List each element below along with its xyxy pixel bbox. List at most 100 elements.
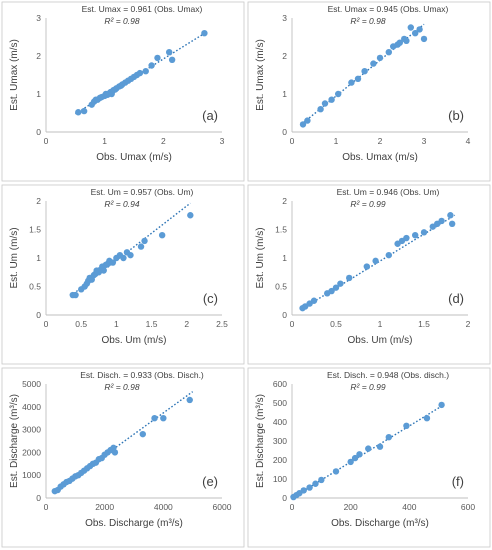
data-point (376, 54, 384, 62)
panel-label: (c) (203, 291, 218, 306)
y-tick-label: 0 (36, 493, 41, 503)
data-point (321, 100, 329, 107)
data-point (403, 37, 410, 44)
data-point (312, 480, 319, 487)
y-tick-label: 1000 (22, 470, 41, 480)
data-point (111, 449, 119, 456)
data-point (136, 69, 144, 77)
data-point (72, 291, 79, 299)
y-tick-label: 1.5 (29, 225, 41, 235)
y-axis-label: Est. Discharge (m³/s) (255, 394, 266, 488)
y-tick-label: 2000 (22, 447, 41, 457)
x-tick-label: 600 (461, 502, 475, 512)
y-tick-label: 3 (282, 13, 287, 23)
x-tick-label: 0.5 (330, 319, 342, 329)
data-point (412, 232, 419, 239)
y-tick-label: 1 (282, 253, 287, 263)
data-point (75, 109, 82, 116)
y-tick-label: 0.5 (29, 282, 41, 292)
data-point (318, 476, 325, 484)
data-point (142, 68, 149, 75)
x-tick-label: 3 (422, 136, 427, 146)
data-point (356, 451, 363, 458)
data-point (139, 430, 146, 438)
data-point (109, 259, 117, 266)
x-tick-label: 0 (290, 319, 295, 329)
y-tick-label: 0 (36, 310, 41, 320)
x-tick-label: 0 (290, 136, 295, 146)
data-point (148, 62, 155, 69)
panel-border (247, 184, 491, 365)
x-tick-label: 2 (184, 319, 189, 329)
panel-border (1, 1, 245, 182)
data-point (438, 401, 445, 409)
data-point (201, 30, 208, 37)
x-axis-label: Obs. Umax (m/s) (342, 152, 418, 163)
x-tick-label: 4 (466, 136, 471, 146)
data-point (376, 443, 384, 450)
chart-panel: 0 1 2 3 0 1 2 3 Obs. Umax (m/s) Est. Umax (m/s) Es… (0, 0, 246, 183)
y-tick-label: 1 (36, 253, 41, 263)
data-point (166, 49, 173, 56)
y-tick-label: 3000 (22, 425, 41, 435)
x-axis-label: Obs. Um (m/s) (102, 335, 167, 346)
data-point (337, 280, 344, 287)
data-point (304, 117, 311, 124)
data-point (438, 217, 445, 225)
y-tick-label: 3 (36, 13, 41, 23)
chart-svg: 0 0.5 1 1.5 2 0 0.5 1 1.5 2 Obs. Um (m/s) Est. Um (… (247, 184, 491, 365)
data-point (348, 79, 355, 86)
trend-equation: Est. Um = 0.946 (Obs. Um) (337, 187, 440, 197)
data-point (335, 90, 342, 98)
y-axis-label: Est. Umax (m/s) (9, 39, 20, 111)
y-axis-label: Est. Discharge (m³/s) (9, 394, 20, 488)
trend-equation: Est. Um = 0.957 (Obs. Um) (91, 187, 194, 197)
chart-panel: 0 0.5 1 1.5 2 2.5 0 0.5 1 1.5 2 Obs. Um (m/s) Est. U… (0, 183, 246, 366)
y-tick-label: 2 (282, 196, 287, 206)
x-tick-label: 2 (378, 136, 383, 146)
r-squared: R² = 0.99 (350, 199, 385, 209)
data-point (407, 24, 414, 31)
data-point (154, 54, 161, 62)
panel-border (1, 184, 245, 365)
data-point (351, 454, 359, 462)
y-tick-label: 1 (282, 89, 287, 99)
data-point (423, 415, 431, 422)
data-point (403, 234, 410, 242)
panel-label: (e) (202, 474, 218, 489)
x-tick-label: 0 (44, 136, 49, 146)
y-tick-label: 0 (36, 127, 41, 137)
chart-panel: 0 200 400 600 0 100 200 300 400 500 600 Obs. Discha… (246, 366, 492, 549)
data-point (365, 445, 372, 452)
data-point (447, 212, 454, 219)
y-tick-label: 2 (36, 51, 41, 61)
data-point (328, 287, 335, 295)
data-point (332, 468, 340, 475)
data-point (158, 232, 166, 239)
x-tick-label: 4000 (154, 502, 173, 512)
data-point (361, 68, 368, 75)
y-tick-label: 0 (282, 493, 287, 503)
y-tick-label: 600 (273, 379, 287, 389)
y-tick-label: 0 (282, 310, 287, 320)
y-tick-label: 100 (273, 474, 287, 484)
x-tick-label: 2.5 (216, 319, 228, 329)
data-point (347, 458, 354, 466)
chart-panel: 0 1 2 3 4 0 1 2 3 Obs. Umax (m/s) Est. Umax (m/s) E… (246, 0, 492, 183)
panel-label: (d) (448, 291, 464, 306)
data-point (168, 56, 176, 63)
y-axis-label: Est. Um (m/s) (9, 227, 20, 288)
y-tick-label: 200 (273, 455, 287, 465)
trendline (54, 391, 194, 493)
r-squared: R² = 0.98 (104, 382, 139, 392)
panel-label: (f) (452, 474, 464, 489)
panel-border (1, 367, 245, 548)
data-point (300, 487, 307, 494)
data-point (370, 60, 377, 67)
data-point (385, 251, 392, 259)
chart-panel: 0 0.5 1 1.5 2 0 0.5 1 1.5 2 Obs. Um (m/s) Est. Um (… (246, 183, 492, 366)
data-point (80, 107, 88, 115)
x-tick-label: 1.5 (418, 319, 430, 329)
data-point (420, 229, 428, 236)
data-point (332, 284, 340, 291)
